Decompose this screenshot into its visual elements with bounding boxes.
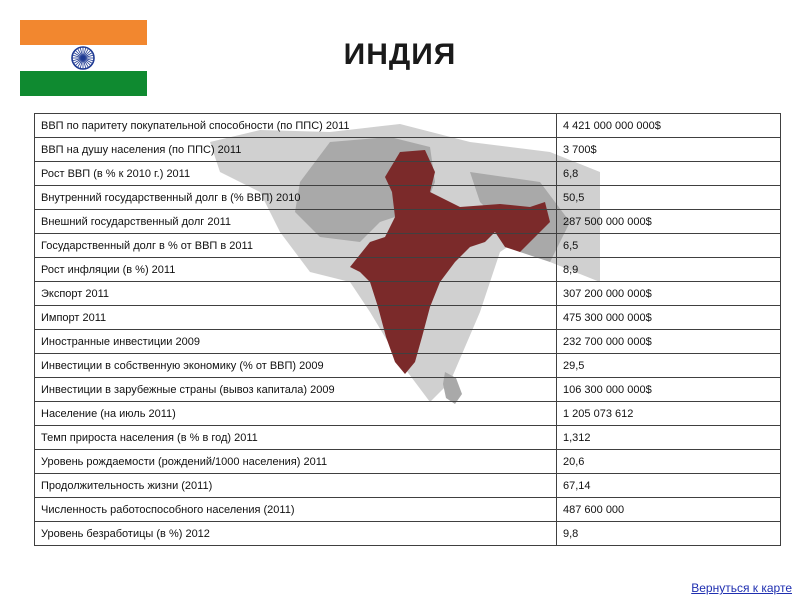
row-value: 50,5	[556, 185, 781, 210]
back-to-map-link[interactable]: Вернуться к карте	[691, 581, 792, 595]
row-label: Рост инфляции (в %) 2011	[34, 257, 557, 282]
row-label: Внешний государственный долг 2011	[34, 209, 557, 234]
row-value: 475 300 000 000$	[556, 305, 781, 330]
flag-green-band	[20, 71, 147, 96]
table-row: Экспорт 2011 307 200 000 000$	[34, 281, 781, 306]
row-label: Инвестиции в собственную экономику (% от…	[34, 353, 557, 378]
row-label: Рост ВВП (в % к 2010 г.) 2011	[34, 161, 557, 186]
row-value: 1,312	[556, 425, 781, 450]
row-value: 8,9	[556, 257, 781, 282]
row-label: ВВП на душу населения (по ППС) 2011	[34, 137, 557, 162]
table-row: Население (на июль 2011) 1 205 073 612	[34, 401, 781, 426]
row-value: 1 205 073 612	[556, 401, 781, 426]
row-value: 29,5	[556, 353, 781, 378]
row-value: 307 200 000 000$	[556, 281, 781, 306]
row-value: 232 700 000 000$	[556, 329, 781, 354]
row-label: Население (на июль 2011)	[34, 401, 557, 426]
row-value: 106 300 000 000$	[556, 377, 781, 402]
table-row: Уровень рождаемости (рождений/1000 насел…	[34, 449, 781, 474]
table-row: Рост ВВП (в % к 2010 г.) 2011 6,8	[34, 161, 781, 186]
table-row: Государственный долг в % от ВВП в 2011 6,…	[34, 233, 781, 258]
ashoka-chakra-icon	[71, 46, 95, 70]
row-value: 487 600 000	[556, 497, 781, 522]
table-row: Рост инфляции (в %) 2011 8,9	[34, 257, 781, 282]
table-row: Внешний государственный долг 2011 287 500…	[34, 209, 781, 234]
row-value: 6,8	[556, 161, 781, 186]
table-row: Продолжительность жизни (2011) 67,14	[34, 473, 781, 498]
table-row: Импорт 2011 475 300 000 000$	[34, 305, 781, 330]
page-title: ИНДИЯ	[343, 38, 457, 71]
row-label: Численность работоспособного населения (…	[34, 497, 557, 522]
table-row: Иностранные инвестиции 2009 232 700 000 0…	[34, 329, 781, 354]
table-row: Инвестиции в собственную экономику (% от…	[34, 353, 781, 378]
row-value: 6,5	[556, 233, 781, 258]
row-value: 9,8	[556, 521, 781, 546]
row-value: 3 700$	[556, 137, 781, 162]
row-value: 20,6	[556, 449, 781, 474]
row-value: 67,14	[556, 473, 781, 498]
row-label: Темп прироста населения (в % в год) 2011	[34, 425, 557, 450]
flag-saffron-band	[20, 20, 147, 45]
table-row: Численность работоспособного населения (…	[34, 497, 781, 522]
table-row: Инвестиции в зарубежные страны (вывоз ка…	[34, 377, 781, 402]
row-label: Инвестиции в зарубежные страны (вывоз ка…	[34, 377, 557, 402]
row-value: 287 500 000 000$	[556, 209, 781, 234]
row-label: Продолжительность жизни (2011)	[34, 473, 557, 498]
row-label: Иностранные инвестиции 2009	[34, 329, 557, 354]
row-label: Уровень безработицы (в %) 2012	[34, 521, 557, 546]
row-label: ВВП по паритету покупательной способност…	[34, 113, 557, 138]
row-label: Экспорт 2011	[34, 281, 557, 306]
india-flag	[20, 20, 147, 96]
row-label: Внутренний государственный долг в (% ВВП…	[34, 185, 557, 210]
row-label: Уровень рождаемости (рождений/1000 насел…	[34, 449, 557, 474]
table-row: Внутренний государственный долг в (% ВВП…	[34, 185, 781, 210]
country-statistics-table: ВВП по паритету покупательной способност…	[34, 113, 781, 546]
table-row: Уровень безработицы (в %) 2012 9,8	[34, 521, 781, 546]
table-row: ВВП по паритету покупательной способност…	[34, 113, 781, 138]
table-row: ВВП на душу населения (по ППС) 2011 3 700…	[34, 137, 781, 162]
row-label: Импорт 2011	[34, 305, 557, 330]
row-label: Государственный долг в % от ВВП в 2011	[34, 233, 557, 258]
row-value: 4 421 000 000 000$	[556, 113, 781, 138]
table-row: Темп прироста населения (в % в год) 2011…	[34, 425, 781, 450]
